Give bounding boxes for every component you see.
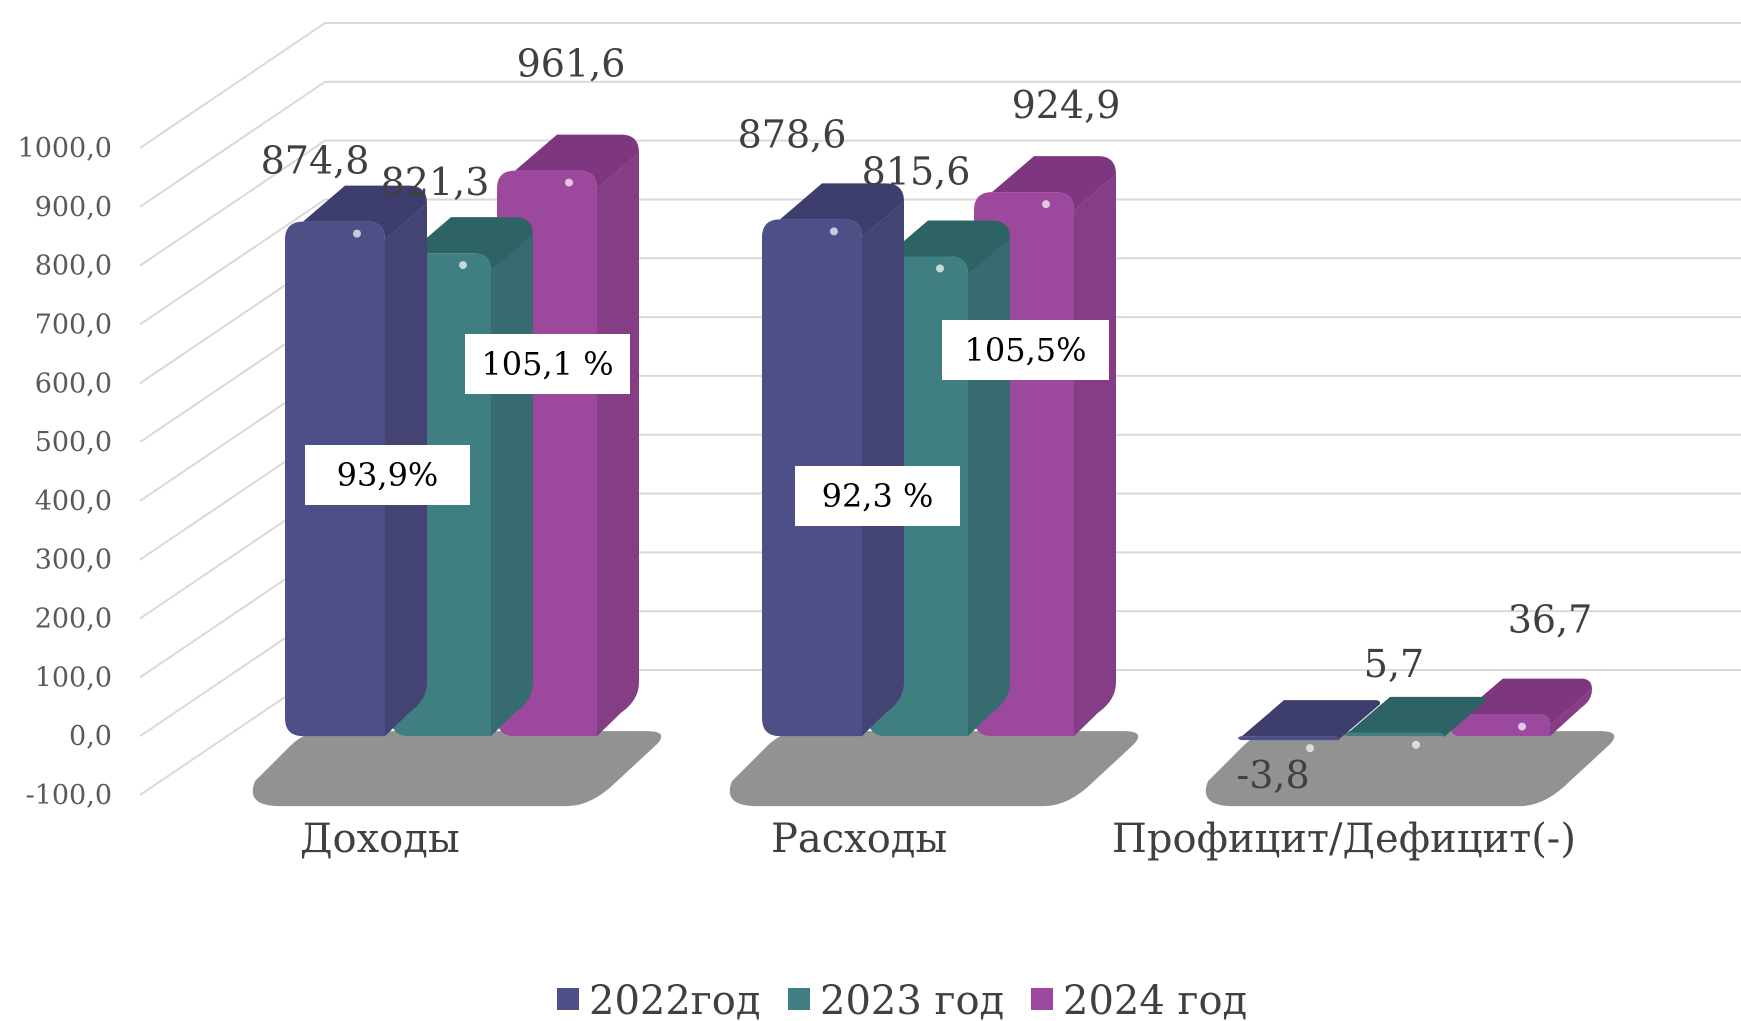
y-tick-label: 400,0 [35, 486, 112, 517]
data-label: 821,3 [381, 160, 490, 204]
bar [1450, 678, 1592, 737]
annotation-box [465, 334, 630, 394]
bar-top [409, 217, 533, 272]
bar-front [1450, 714, 1550, 737]
y-tick-label: 700,0 [35, 309, 112, 340]
annotation-text: 93,9% [337, 456, 439, 494]
bar-side [491, 235, 533, 737]
bar-glint [830, 227, 838, 236]
data-label: 874,8 [261, 139, 370, 183]
category-labels: Доходы Расходы Профицит/Дефицит(-) [300, 816, 1576, 862]
bar-glint [1412, 740, 1420, 749]
annotation-box [305, 445, 470, 505]
data-label: 878,6 [738, 112, 847, 156]
bar-glint [565, 178, 573, 187]
annotation-box [942, 320, 1109, 380]
gridline [139, 198, 1741, 326]
bar-glint [459, 261, 467, 270]
bar-shadows [252, 731, 1615, 807]
legend-swatch [788, 988, 810, 1010]
bar-shadow [729, 731, 1139, 807]
legend-item: 2022год [557, 978, 760, 1021]
legend-item: 2024 год [1031, 978, 1247, 1021]
bar [762, 183, 904, 737]
category-label: Профицит/Дефицит(-) [1112, 816, 1576, 862]
annotation-text: 92,3 % [822, 477, 934, 515]
bar-front [1344, 732, 1444, 737]
percent-annotation: 105,5% [942, 320, 1109, 380]
legend-label: 2022год [589, 978, 760, 1021]
bar-glint [936, 264, 944, 273]
percent-annotation: 93,9% [305, 445, 470, 505]
bar-front [1238, 736, 1338, 741]
y-axis-ticks: -100,0 0,0 100,0 200,0 300,0 400,0 500,0 600,0 7… [18, 133, 112, 811]
legend-label: 2024 год [1063, 978, 1247, 1021]
bar-top [1460, 678, 1592, 726]
bar-side [1550, 689, 1592, 737]
y-tick-label: 300,0 [35, 545, 112, 576]
gridline [139, 80, 1741, 208]
bar-glint [1042, 200, 1050, 209]
category-label: Расходы [771, 816, 947, 862]
bar-glint [1306, 744, 1314, 753]
y-tick-label: 600,0 [35, 368, 112, 399]
bar-top [1242, 700, 1380, 741]
bar-glint [1518, 722, 1526, 731]
percent-annotation: 92,3 % [795, 466, 960, 526]
y-tick-label: 500,0 [35, 427, 112, 458]
bar-side [968, 238, 1010, 737]
bar [1238, 700, 1380, 753]
data-label: 36,7 [1508, 598, 1593, 642]
bar-top [303, 185, 427, 240]
data-label: 815,6 [862, 149, 971, 193]
category-label: Доходы [300, 816, 460, 862]
bar-top [992, 156, 1116, 211]
y-tick-label: 800,0 [35, 251, 112, 282]
legend: 2022год 2023 год 2024 год [557, 978, 1247, 1021]
bar-top [886, 220, 1010, 275]
annotation-text: 105,1 % [481, 345, 613, 383]
data-label: 924,9 [1012, 83, 1121, 127]
y-tick-label: -100,0 [26, 780, 112, 811]
gridline [139, 139, 1741, 267]
y-tick-label: 0,0 [69, 721, 112, 752]
y-tick-label: 900,0 [35, 192, 112, 223]
bar [1344, 696, 1486, 749]
data-label: 961,6 [517, 42, 626, 86]
y-tick-label: 100,0 [35, 662, 112, 693]
bars [285, 134, 1592, 753]
annotation-text: 105,5% [964, 331, 1086, 369]
gridline [139, 22, 1741, 149]
annotation-box [795, 466, 960, 526]
y-tick-label: 200,0 [35, 604, 112, 635]
legend-label: 2023 год [820, 978, 1004, 1021]
legend-swatch [1031, 988, 1053, 1010]
percent-annotation: 105,1 % [465, 334, 630, 394]
legend-item: 2023 год [788, 978, 1004, 1021]
bar-side [597, 152, 639, 737]
bar-top [1348, 696, 1486, 737]
bar-side [1074, 174, 1116, 737]
bar-glint [353, 229, 361, 238]
data-label: -3,8 [1236, 753, 1309, 797]
y-tick-label: 1000,0 [18, 133, 112, 164]
percent-annotations: 93,9% 105,1 % 92,3 % 105,5% [305, 320, 1109, 526]
data-label: 5,7 [1364, 642, 1424, 686]
bar-top [515, 134, 639, 189]
bar-shadow [252, 731, 662, 807]
legend-swatch [557, 988, 579, 1010]
bar-top [780, 183, 904, 238]
data-labels: 874,8 821,3 961,6 878,6 815,6 924,9 -3,8 5,7 36,… [261, 42, 1593, 798]
